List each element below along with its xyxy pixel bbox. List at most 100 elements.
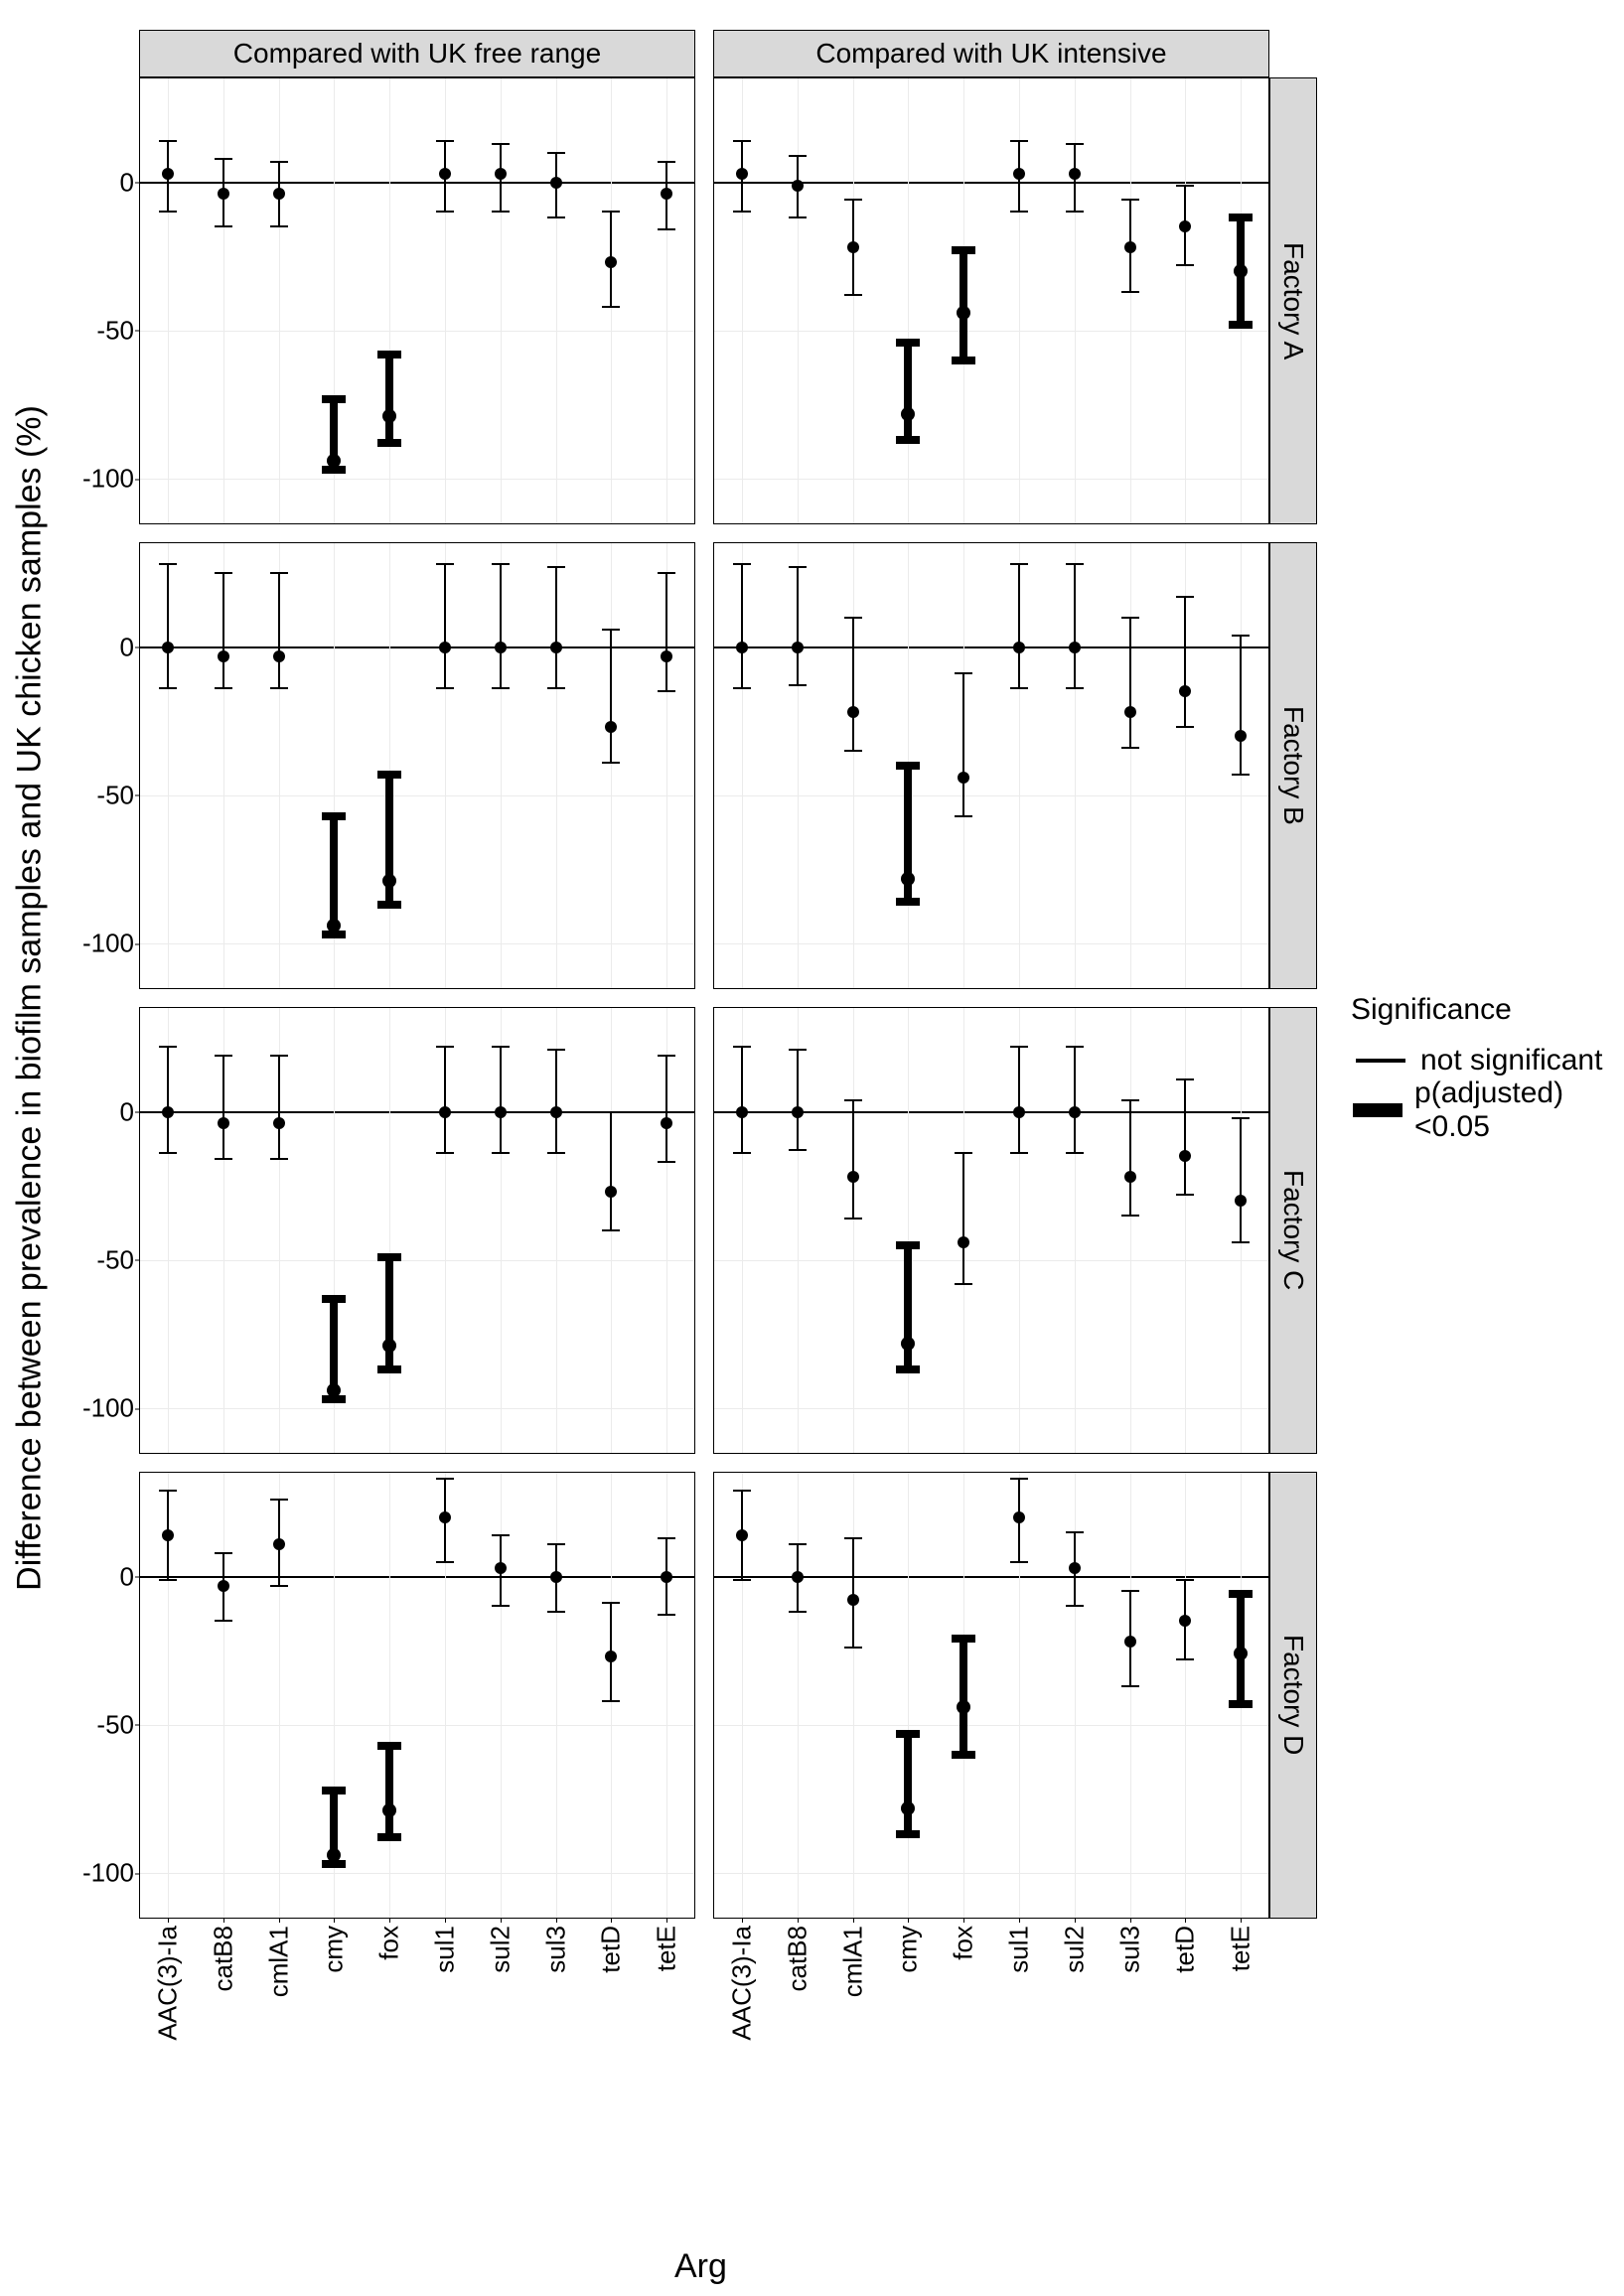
data-point [1235, 730, 1247, 742]
data-point [661, 188, 672, 200]
x-tick-label: sul2 [485, 1926, 516, 1973]
data-point [218, 1580, 229, 1592]
data-point [162, 168, 174, 180]
data-point [661, 1571, 672, 1583]
data-point [495, 1106, 507, 1118]
x-tick-label: cmy [319, 1926, 350, 1973]
y-tick-label: -50 [96, 1244, 134, 1275]
data-point [439, 642, 451, 653]
legend-item: not significant [1351, 1041, 1624, 1080]
data-point [327, 1383, 341, 1397]
x-tick-label: tetD [596, 1926, 627, 1973]
row-strip: Factory D [1269, 1472, 1317, 1919]
y-tick-label: 0 [120, 1561, 134, 1592]
data-point [957, 1700, 970, 1714]
panel [713, 542, 1269, 989]
data-point [957, 306, 970, 320]
data-point [901, 407, 915, 421]
data-point [736, 168, 748, 180]
data-point [605, 256, 617, 268]
data-point [1179, 1150, 1191, 1162]
data-point [495, 642, 507, 653]
data-point [1124, 1171, 1136, 1183]
data-point [847, 241, 859, 253]
data-point [847, 1594, 859, 1606]
x-tick-label: cmlA1 [837, 1926, 868, 1997]
data-point [550, 1106, 562, 1118]
data-point [1124, 1636, 1136, 1648]
data-point [218, 1117, 229, 1129]
data-point [1234, 264, 1248, 278]
data-point [382, 874, 396, 888]
legend-label: not significant [1420, 1044, 1602, 1077]
data-point [605, 721, 617, 733]
data-point [661, 650, 672, 662]
data-point [901, 1801, 915, 1815]
data-point [218, 650, 229, 662]
data-point [901, 1337, 915, 1351]
facet-grid: Compared with UK free range Compared with… [139, 30, 1317, 1919]
data-point [1234, 1647, 1248, 1660]
data-point [736, 642, 748, 653]
data-point [1069, 1106, 1081, 1118]
data-point [162, 1106, 174, 1118]
x-tick-label: fox [374, 1926, 405, 1960]
data-point [736, 1106, 748, 1118]
data-point [439, 1106, 451, 1118]
data-point [1179, 1615, 1191, 1627]
col-strip: Compared with UK intensive [713, 30, 1269, 77]
data-point [958, 1236, 969, 1248]
page-root: Difference between prevalence in biofilm… [0, 0, 1624, 2296]
row-strip: Factory C [1269, 1007, 1317, 1454]
data-point [218, 188, 229, 200]
x-tick-label: sul2 [1059, 1926, 1090, 1973]
data-point [327, 1848, 341, 1862]
x-tick-label: AAC(3)-Ia [726, 1926, 757, 2041]
data-point [847, 706, 859, 718]
y-tick-label: -100 [82, 464, 134, 495]
data-point [1013, 168, 1025, 180]
row-strip: Factory A [1269, 77, 1317, 524]
panel [713, 1007, 1269, 1454]
data-point [495, 1562, 507, 1574]
data-point [1069, 642, 1081, 653]
data-point [792, 180, 804, 192]
data-point [439, 1511, 451, 1523]
x-tick-label: AAC(3)-Ia [152, 1926, 183, 2041]
data-point [1069, 1562, 1081, 1574]
data-point [382, 409, 396, 423]
data-point [327, 454, 341, 468]
data-point [1124, 706, 1136, 718]
data-point [273, 650, 285, 662]
data-point [495, 168, 507, 180]
y-tick-label: -100 [82, 929, 134, 959]
data-point [736, 1529, 748, 1541]
data-point [1013, 1106, 1025, 1118]
panel: 0-50-100 [139, 77, 695, 524]
data-point [162, 642, 174, 653]
data-point [792, 642, 804, 653]
row-strip: Factory B [1269, 542, 1317, 989]
y-tick-label: 0 [120, 632, 134, 662]
x-tick-label: cmy [893, 1926, 924, 1973]
data-point [1013, 1511, 1025, 1523]
legend-item: p(adjusted) <0.05 [1351, 1090, 1624, 1130]
data-point [273, 188, 285, 200]
y-tick-label: -50 [96, 780, 134, 810]
x-tick-label: sul1 [429, 1926, 460, 1973]
legend-label: p(adjusted) <0.05 [1414, 1076, 1624, 1144]
data-point [1013, 642, 1025, 653]
data-point [605, 1186, 617, 1198]
col-strip: Compared with UK free range [139, 30, 695, 77]
data-point [273, 1117, 285, 1129]
panel [713, 77, 1269, 524]
data-point [661, 1117, 672, 1129]
panel: AAC(3)-IacatB8cmlA1cmyfoxsul1sul2sul3tet… [713, 1472, 1269, 1919]
y-tick-label: 0 [120, 1096, 134, 1127]
x-tick-label: fox [949, 1926, 979, 1960]
data-point [1124, 241, 1136, 253]
x-tick-label: catB8 [208, 1926, 238, 1992]
data-point [550, 177, 562, 189]
x-tick-label: sul1 [1003, 1926, 1034, 1973]
data-point [1179, 220, 1191, 232]
